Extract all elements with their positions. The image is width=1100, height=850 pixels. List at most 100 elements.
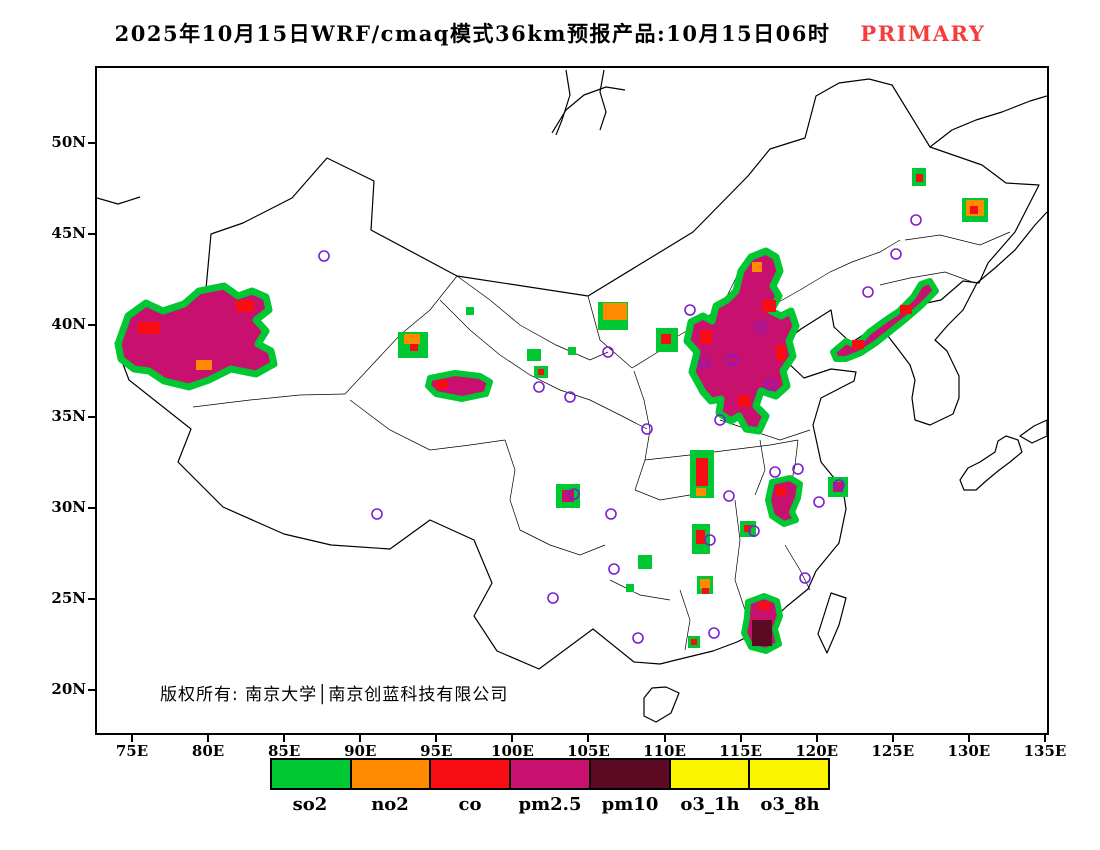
station-marker [890, 248, 902, 260]
pollutant-region-qaidam [425, 370, 493, 402]
pollutant-cell [744, 525, 751, 532]
legend-swatch-pm10 [590, 760, 671, 788]
y-axis-tick-mark [88, 689, 97, 692]
river-line-north-1 [555, 69, 571, 136]
station-marker [726, 354, 738, 366]
x-axis-tick-label: 95E [420, 742, 453, 760]
pollutant-cell [603, 303, 627, 320]
pollutant-cell [196, 360, 212, 370]
x-axis-tick-label: 105E [567, 742, 610, 760]
x-axis-tick-mark [511, 733, 514, 742]
y-axis-tick-label: 30N [51, 497, 86, 516]
station-markers [318, 214, 922, 644]
province-line [192, 393, 346, 408]
x-axis-tick-mark [891, 733, 894, 742]
pollutant-cell [776, 345, 786, 361]
japan-kyushu-coastline [959, 435, 1023, 491]
pollutant-cell [833, 482, 843, 492]
page-title: 2025年10月15日WRF/cmaq模式36km预报产品:10月15日06时 P… [0, 18, 1100, 48]
pollutant-cell [696, 488, 706, 496]
pollutant-region-north-china [683, 247, 800, 435]
station-marker [813, 496, 825, 508]
station-marker [769, 466, 781, 478]
x-axis-tick-mark [359, 733, 362, 742]
pollutant-cell [527, 349, 541, 361]
x-axis-tick-mark [1043, 733, 1046, 742]
pollutant-cell [700, 330, 712, 344]
province-line [769, 239, 901, 308]
station-marker [564, 391, 576, 403]
station-marker [602, 346, 614, 358]
y-axis-tick-mark [88, 233, 97, 236]
pollutant-cell [568, 347, 576, 355]
japan-honshu-coastline [1019, 419, 1047, 444]
station-marker [641, 423, 653, 435]
x-axis-tick-mark [207, 733, 210, 742]
station-marker [684, 304, 696, 316]
station-marker [568, 488, 580, 500]
station-marker [862, 286, 874, 298]
pollutant-cell [236, 300, 254, 312]
x-axis-tick-label: 120E [795, 742, 839, 760]
station-marker [318, 250, 330, 262]
pollutant-cell [752, 262, 762, 272]
x-axis-tick-label: 110E [643, 742, 686, 760]
pollutant-cell [661, 334, 671, 344]
legend-label-pm10: pm10 [601, 794, 659, 815]
station-marker [704, 534, 716, 546]
station-marker [608, 563, 620, 575]
pollutant-cell [538, 369, 544, 375]
mongolia-russia-border [551, 86, 626, 134]
map-frame [95, 66, 1049, 735]
station-marker [748, 525, 760, 537]
x-axis-tick-mark [663, 733, 666, 742]
station-marker [764, 379, 776, 391]
pollutant-cell [702, 588, 709, 594]
pollutant-cell [758, 602, 770, 610]
province-line [904, 231, 1011, 246]
y-axis-tick-label: 20N [51, 680, 86, 699]
legend-label-co: co [458, 794, 482, 815]
legend-swatch-o3_1h [670, 760, 751, 788]
pollutant-cell [700, 579, 710, 589]
x-axis-tick-label: 130E [947, 742, 991, 760]
legend-labels: so2 no2 co pm2.5 pm10 o3_1h o3_8h [270, 794, 830, 815]
taiwan-outline [817, 592, 847, 654]
map-canvas [97, 69, 1047, 723]
pollutant-cell [410, 344, 418, 351]
pollutant-overlay [114, 168, 988, 654]
station-marker [533, 381, 545, 393]
pollutant-cell [138, 322, 160, 334]
province-line [559, 389, 648, 430]
station-marker [714, 414, 726, 426]
y-axis-tick-label: 40N [51, 315, 86, 334]
hainan-outline [643, 686, 680, 723]
legend-label-so2: so2 [292, 794, 328, 815]
korea-russia-coastline [880, 211, 1047, 426]
legend-swatch-pm25 [511, 760, 591, 788]
station-marker [605, 508, 617, 520]
legend-swatch-so2 [272, 760, 352, 788]
province-line [504, 439, 521, 531]
x-axis-tick-label: 115E [719, 742, 762, 760]
province-line [609, 579, 671, 601]
x-axis-tick-mark [587, 733, 590, 742]
pollutant-cell [762, 300, 776, 312]
province-line [719, 419, 811, 441]
pollutant-cell [691, 639, 697, 645]
pollutant-region-tarim [114, 282, 278, 391]
province-line [644, 439, 799, 461]
province-line [634, 489, 691, 501]
x-axis-tick-label: 100E [491, 742, 534, 760]
station-marker [632, 632, 644, 644]
russia-border-line [929, 95, 1047, 148]
province-line [456, 275, 609, 361]
y-axis-tick-mark [88, 142, 97, 144]
x-axis-tick-mark [739, 733, 742, 742]
pollutant-region-wuhan [765, 475, 803, 527]
pollutant-cell [404, 334, 420, 344]
x-axis-tick-label: 85E [268, 742, 301, 760]
x-axis-tick-label: 75E [115, 742, 149, 760]
country-borders [97, 69, 1047, 723]
